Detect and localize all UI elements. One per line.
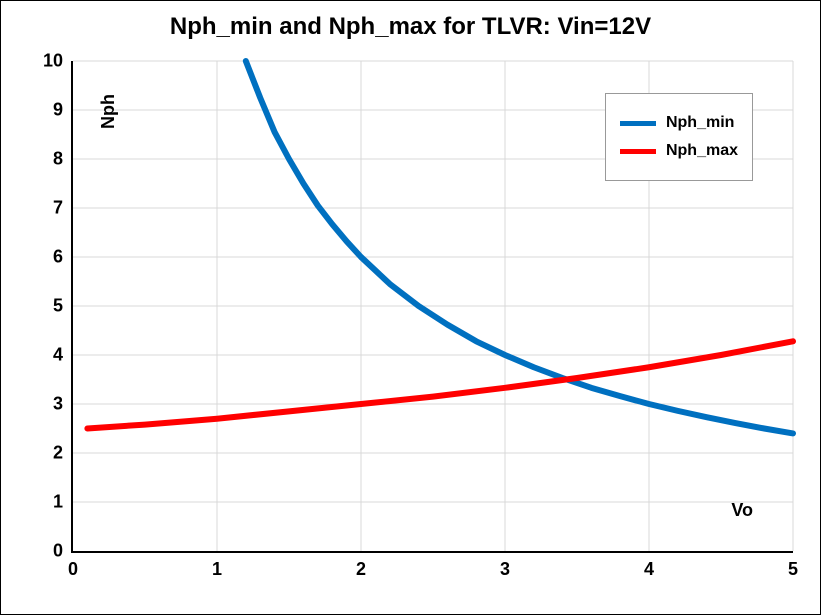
legend-item-nph-max: Nph_max	[620, 142, 738, 160]
x-tick-label: 4	[644, 559, 654, 580]
y-tick-label: 10	[43, 51, 63, 72]
y-tick-label: 1	[53, 492, 63, 513]
legend-swatch-nph-min	[620, 121, 656, 126]
legend-label-nph-min: Nph_min	[666, 114, 734, 132]
y-tick-label: 8	[53, 149, 63, 170]
chart-title: Nph_min and Nph_max for TLVR: Vin=12V	[1, 13, 820, 41]
legend-item-nph-min: Nph_min	[620, 114, 738, 132]
x-tick-label: 2	[356, 559, 366, 580]
x-tick-label: 5	[788, 559, 798, 580]
x-axis-title: Vo	[731, 500, 753, 521]
chart-container: Nph_min and Nph_max for TLVR: Vin=12V 01…	[0, 0, 821, 615]
plot-area: 012345678910 012345 Nph Vo Nph_min Nph_m…	[71, 61, 793, 553]
y-tick-label: 2	[53, 443, 63, 464]
x-tick-label: 1	[212, 559, 222, 580]
y-tick-label: 7	[53, 198, 63, 219]
legend: Nph_min Nph_max	[605, 93, 753, 181]
x-tick-label: 0	[68, 559, 78, 580]
y-tick-label: 3	[53, 394, 63, 415]
y-tick-label: 0	[53, 541, 63, 562]
y-tick-label: 5	[53, 296, 63, 317]
y-axis-title: Nph	[98, 94, 119, 129]
x-tick-label: 3	[500, 559, 510, 580]
y-tick-label: 4	[53, 345, 63, 366]
y-tick-label: 9	[53, 100, 63, 121]
legend-label-nph-max: Nph_max	[666, 142, 738, 160]
legend-swatch-nph-max	[620, 149, 656, 154]
y-tick-label: 6	[53, 247, 63, 268]
